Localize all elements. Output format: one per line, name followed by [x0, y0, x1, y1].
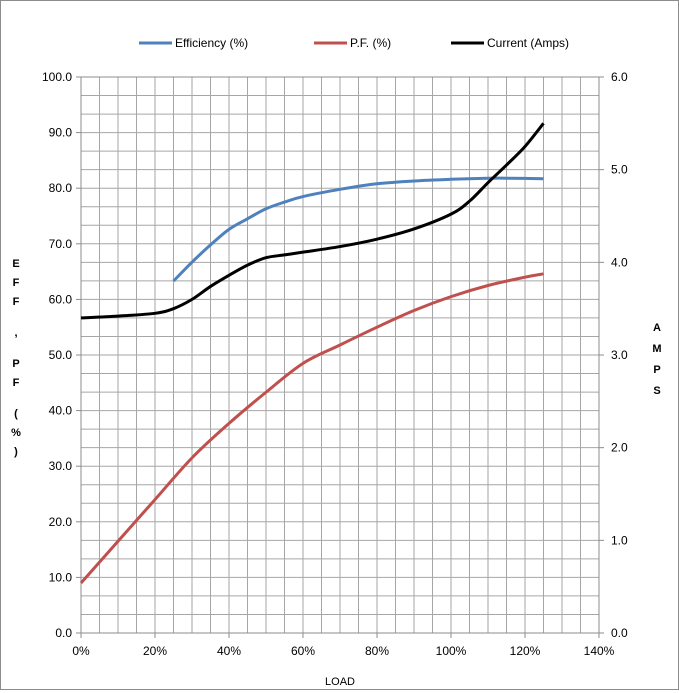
y-axis-title-char: ( — [14, 408, 18, 420]
y-tick-label: 100.0 — [42, 70, 72, 84]
y2-axis-title-char: S — [653, 385, 660, 397]
x-axis-title: LOAD — [325, 676, 355, 688]
y-tick-label: 30.0 — [49, 459, 73, 473]
legend-item-efficiency[interactable]: Efficiency (%) — [139, 36, 248, 50]
y2-axis-title-char: P — [653, 364, 660, 376]
y-axis-title-char: P — [12, 358, 19, 370]
y2-tick-label: 6.0 — [611, 70, 628, 84]
y-axis-title-char: F — [13, 277, 20, 289]
y-axis-title-char: E — [12, 258, 19, 270]
y-tick-label: 20.0 — [49, 515, 73, 529]
y-axis-title-char: % — [11, 427, 21, 439]
y-axis-title-char: F — [13, 377, 20, 389]
left-y-axis-title: EFF,PF(%) — [11, 258, 21, 458]
y-tick-label: 80.0 — [49, 181, 73, 195]
x-tick-label: 120% — [510, 644, 541, 658]
grid — [81, 77, 599, 633]
legend-item-power-factor[interactable]: P.F. (%) — [314, 36, 391, 50]
y-axis-title-char: ) — [14, 446, 18, 458]
x-tick-label: 40% — [217, 644, 241, 658]
y2-tick-label: 3.0 — [611, 348, 628, 362]
current-series-line — [80, 122, 545, 320]
y-tick-label: 60.0 — [49, 292, 73, 306]
series-lines — [79, 122, 545, 584]
x-tick-label: 0% — [72, 644, 90, 658]
legend-label: P.F. (%) — [350, 36, 391, 50]
legend-label: Efficiency (%) — [175, 36, 248, 50]
x-axis-ticks: 0% 20% 40% 60% 80% 100% 120% 140% — [72, 633, 615, 658]
y2-axis-title-char: M — [652, 343, 661, 355]
right-y-axis-ticks: 0.0 1.0 2.0 3.0 4.0 5.0 6.0 — [599, 70, 628, 640]
y2-tick-label: 1.0 — [611, 533, 628, 547]
x-tick-label: 100% — [436, 644, 467, 658]
y2-tick-label: 0.0 — [611, 626, 628, 640]
y2-axis-title-char: A — [653, 322, 661, 334]
x-tick-label: 20% — [143, 644, 167, 658]
left-y-axis-ticks: 0.0 10.0 20.0 30.0 40.0 50.0 60.0 70.0 80.0 90.0 1… — [42, 70, 81, 640]
x-tick-label: 60% — [291, 644, 315, 658]
x-tick-label: 80% — [365, 644, 389, 658]
y-tick-label: 50.0 — [49, 348, 73, 362]
y2-tick-label: 4.0 — [611, 255, 628, 269]
power-factor-series-line — [79, 272, 544, 584]
efficiency-series-line — [172, 176, 544, 283]
y-axis-title-char: F — [13, 296, 20, 308]
legend-label: Current (Amps) — [487, 36, 569, 50]
y-tick-label: 0.0 — [55, 626, 72, 640]
y-tick-label: 40.0 — [49, 404, 73, 418]
y-axis-title-char: , — [14, 327, 17, 339]
legend-item-current[interactable]: Current (Amps) — [451, 36, 569, 50]
y2-tick-label: 5.0 — [611, 163, 628, 177]
y-tick-label: 90.0 — [49, 126, 73, 140]
x-tick-label: 140% — [584, 644, 615, 658]
y-tick-label: 10.0 — [49, 570, 73, 584]
y-tick-label: 70.0 — [49, 237, 73, 251]
y2-tick-label: 2.0 — [611, 441, 628, 455]
legend[interactable]: Efficiency (%) P.F. (%) Current (Amps) — [139, 36, 569, 50]
